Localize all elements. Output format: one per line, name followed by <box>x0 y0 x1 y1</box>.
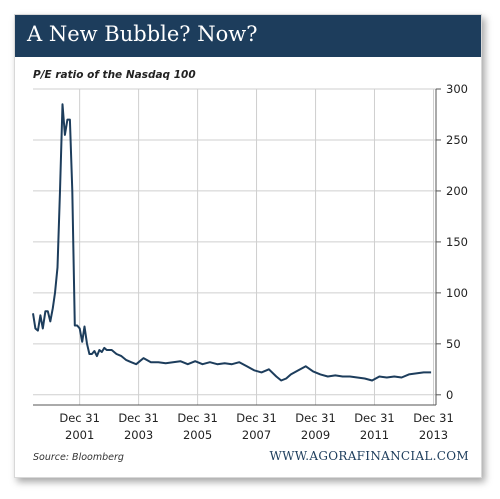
x-tick-label: Dec 31 <box>118 411 159 425</box>
y-tick-label: 200 <box>446 184 468 198</box>
x-tick-year-label: 2005 <box>183 428 212 442</box>
chart-card: A New Bubble? Now? P/E ratio of the Nasd… <box>14 14 482 478</box>
title-banner: A New Bubble? Now? <box>15 15 481 57</box>
y-tick-label: 50 <box>446 337 461 351</box>
x-tick-year-label: 2007 <box>242 428 271 442</box>
x-tick-label: Dec 31 <box>59 411 100 425</box>
y-tick-label: 150 <box>446 235 468 249</box>
y-axis-ticks: 0 50 100 150 200 250 300 <box>436 82 468 402</box>
x-tick-year-label: 2003 <box>124 428 153 442</box>
chart-grid <box>33 88 436 405</box>
x-tick-label: Dec 31 <box>354 411 395 425</box>
x-tick-year-label: 2001 <box>65 428 94 442</box>
y-tick-label: 0 <box>446 388 453 402</box>
x-tick-label: Dec 31 <box>177 411 218 425</box>
x-axis-ticks: Dec 31 2001 Dec 31 2003 Dec 31 2005 Dec 31 2007… <box>59 411 453 442</box>
y-tick-label: 100 <box>446 286 468 300</box>
x-tick-label: Dec 31 <box>295 411 336 425</box>
x-tick-year-label: 2009 <box>301 428 330 442</box>
series-group <box>32 103 432 382</box>
series-line <box>32 103 432 382</box>
x-tick-year-label: 2013 <box>419 428 448 442</box>
plot-frame <box>33 89 437 406</box>
chart-title: A New Bubble? Now? <box>27 22 258 46</box>
x-tick-label: Dec 31 <box>413 411 454 425</box>
y-tick-label: 250 <box>446 133 468 147</box>
chart-subtitle: P/E ratio of the Nasdaq 100 <box>33 69 196 81</box>
x-tick-year-label: 2011 <box>360 428 389 442</box>
website-credit: WWW.AGORAFINANCIAL.COM <box>269 449 469 463</box>
source-note: Source: Bloomberg <box>33 452 124 463</box>
y-tick-label: 300 <box>446 82 468 96</box>
x-tick-label: Dec 31 <box>236 411 277 425</box>
